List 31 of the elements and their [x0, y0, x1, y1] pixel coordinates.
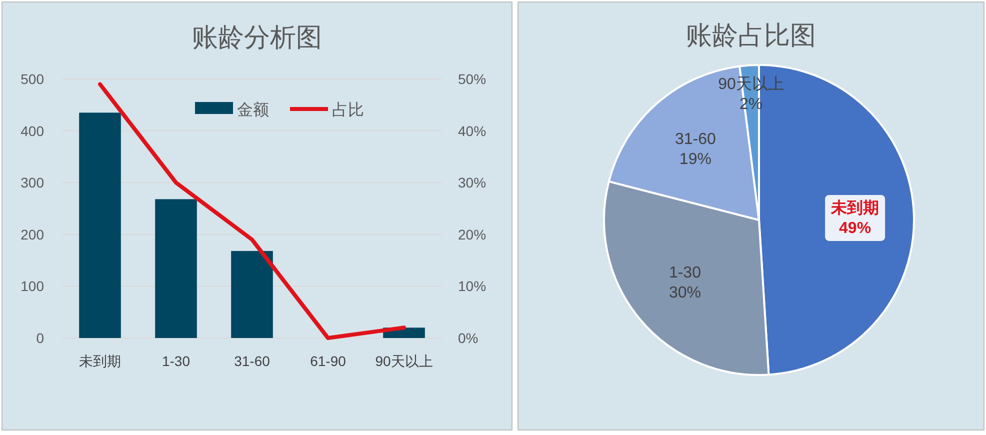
y2-tick-label: 40% — [458, 122, 486, 139]
y2-tick-label: 10% — [458, 278, 486, 294]
x-tick-label: 31-60 — [234, 353, 270, 369]
bar — [79, 112, 121, 338]
x-tick-label: 90天以上 — [375, 353, 433, 369]
legend-label: 金额 — [237, 101, 269, 119]
y-tick-label: 500 — [20, 71, 44, 87]
y2-tick-label: 30% — [458, 174, 486, 191]
y-tick-label: 0 — [36, 330, 44, 346]
chart-title: 账龄分析图 — [192, 22, 322, 52]
y-tick-label: 200 — [20, 226, 44, 242]
data-label: 19% — [679, 150, 712, 168]
y2-tick-label: 50% — [458, 71, 486, 87]
bar — [231, 250, 273, 338]
x-tick-label: 1-30 — [162, 353, 190, 369]
data-label: 30% — [668, 284, 701, 302]
y-tick-label: 300 — [20, 174, 44, 191]
data-label: 49% — [839, 220, 872, 237]
y-tick-label: 100 — [20, 278, 44, 294]
y2-tick-label: 0% — [458, 330, 478, 346]
chart-title: 账龄占比图 — [686, 20, 816, 50]
bar — [155, 199, 197, 338]
slice-label: 未到期 — [830, 198, 880, 217]
line-series — [98, 82, 406, 340]
legend-label: 占比 — [332, 101, 364, 119]
slice-label: 31-60 — [674, 130, 716, 148]
y-tick-label: 400 — [20, 122, 44, 139]
x-tick-label: 61-90 — [310, 353, 346, 369]
slice-label: 1-30 — [668, 264, 702, 282]
y2-tick-label: 20% — [458, 226, 486, 242]
x-tick-label: 未到期 — [79, 353, 121, 369]
